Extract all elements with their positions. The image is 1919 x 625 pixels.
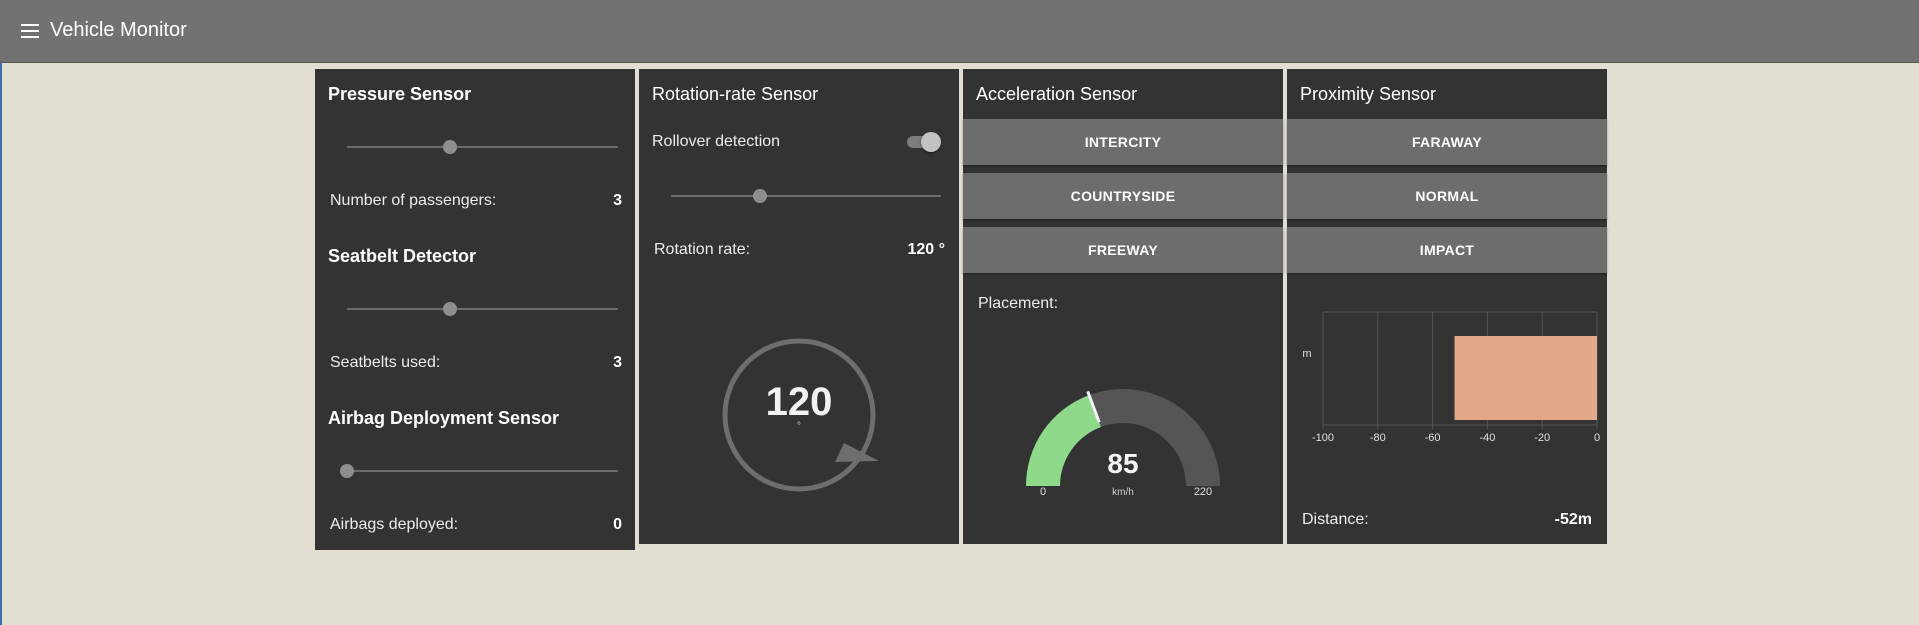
toggle-knob: [921, 132, 941, 152]
slider-track: [347, 308, 618, 310]
rotation-rate-label: Rotation rate:: [654, 241, 751, 258]
countryside-button[interactable]: COUNTRYSIDE: [963, 173, 1283, 219]
proximity-chart: m -100 -80 -60 -40 -20 0: [1302, 311, 1600, 444]
window-edge: [0, 0, 2, 625]
seatbelts-label: Seatbelts used:: [330, 354, 441, 371]
impact-button[interactable]: IMPACT: [1287, 227, 1607, 273]
dial-ring: [722, 338, 876, 492]
rollover-label: Rollover detection: [652, 133, 781, 150]
dial-value: 120: [766, 380, 833, 424]
slider-thumb[interactable]: [753, 189, 768, 203]
gauge-value: 85: [1107, 448, 1138, 479]
gauge-min-label: 0: [1040, 486, 1046, 498]
pressure-sensor-card: Pressure Sensor Number of passengers: 3 …: [315, 69, 635, 550]
passengers-value: 3: [613, 192, 622, 209]
slider-track: [347, 146, 618, 148]
gauge-unit: km/h: [1112, 487, 1134, 498]
x-axis-ticks: -100 -80 -60 -40 -20 0: [1312, 432, 1600, 444]
proximity-sensor-title: Proximity Sensor: [1300, 84, 1437, 104]
x-tick-label: 0: [1594, 432, 1600, 444]
rotation-slider[interactable]: [671, 189, 941, 203]
acceleration-sensor-card: Acceleration Sensor INTERCITY COUNTRYSID…: [963, 69, 1283, 544]
passengers-slider[interactable]: [347, 140, 618, 154]
x-tick-label: -60: [1425, 432, 1441, 444]
app-bar: Vehicle Monitor: [0, 0, 1919, 63]
gauge-needle: [1086, 390, 1101, 423]
x-tick-label: -80: [1370, 432, 1386, 444]
slider-thumb[interactable]: [340, 464, 354, 478]
airbag-sensor-title: Airbag Deployment Sensor: [328, 408, 560, 428]
rotation-dial: 120 °: [722, 338, 879, 492]
gauge-fill: [1026, 395, 1101, 486]
airbags-slider[interactable]: [340, 464, 618, 478]
slider-track: [347, 470, 618, 472]
rotation-sensor-title: Rotation-rate Sensor: [652, 84, 819, 104]
y-axis-label: m: [1302, 348, 1311, 360]
airbags-value: 0: [613, 516, 622, 533]
slider-thumb[interactable]: [442, 302, 457, 316]
dial-pointer-icon: [835, 443, 879, 462]
freeway-button[interactable]: FREEWAY: [963, 227, 1283, 273]
pressure-sensor-title: Pressure Sensor: [328, 84, 472, 104]
x-tick-label: -40: [1479, 432, 1495, 444]
distance-bar: [1454, 336, 1597, 420]
airbags-label: Airbags deployed:: [330, 516, 459, 533]
hamburger-menu-icon[interactable]: [21, 24, 39, 38]
proximity-sensor-card: Proximity Sensor FARAWAY NORMAL IMPACT m…: [1287, 69, 1607, 544]
seatbelt-detector-title: Seatbelt Detector: [328, 246, 477, 266]
rotation-rate-value: 120 °: [907, 241, 945, 258]
faraway-button[interactable]: FARAWAY: [1287, 119, 1607, 165]
slider-track: [671, 195, 941, 197]
x-tick-label: -100: [1312, 432, 1334, 444]
gauge-max-label: 220: [1194, 486, 1212, 498]
slider-thumb[interactable]: [442, 140, 457, 154]
distance-value: -52m: [1554, 511, 1592, 528]
x-tick-label: -20: [1534, 432, 1550, 444]
app-title: Vehicle Monitor: [50, 19, 187, 41]
passengers-label: Number of passengers:: [330, 192, 497, 209]
rotation-sensor-card: Rotation-rate Sensor Rollover detection …: [639, 69, 959, 544]
seatbelts-value: 3: [613, 354, 622, 371]
dial-unit: °: [797, 421, 801, 432]
speed-gauge: 85 km/h 0 220: [1026, 389, 1220, 498]
distance-label: Distance:: [1302, 511, 1369, 528]
acceleration-sensor-title: Acceleration Sensor: [976, 84, 1138, 104]
placement-label: Placement:: [978, 295, 1059, 312]
intercity-button[interactable]: INTERCITY: [963, 119, 1283, 165]
seatbelts-slider[interactable]: [347, 302, 618, 316]
normal-button[interactable]: NORMAL: [1287, 173, 1607, 219]
rollover-toggle[interactable]: [907, 132, 943, 152]
